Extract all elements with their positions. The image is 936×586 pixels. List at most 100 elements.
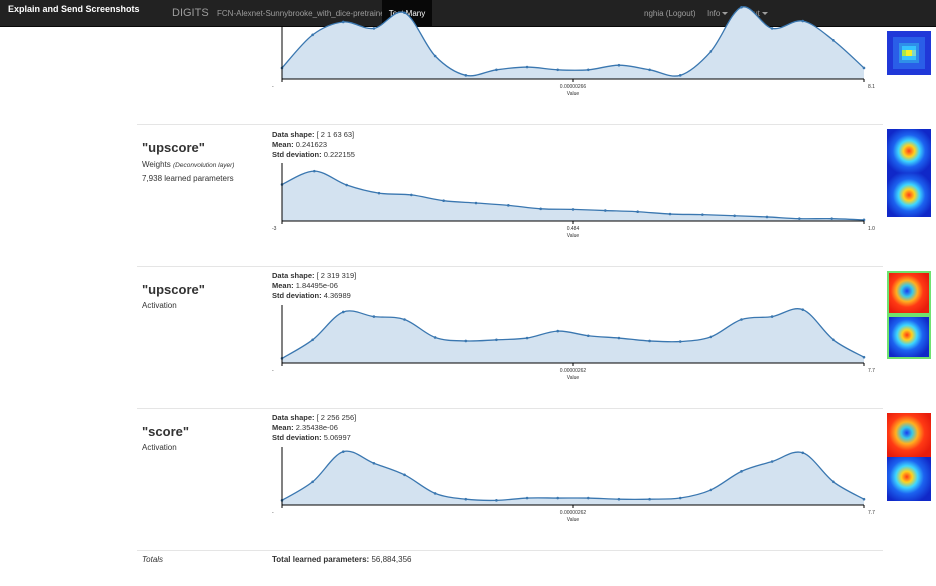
layer-histogram: - 0.00000262 7.7 Value (272, 447, 875, 523)
histogram-point (770, 460, 774, 463)
x-tick-label-min: -3 (272, 226, 277, 232)
histogram-point (733, 214, 736, 218)
std-label: Std deviation: (272, 150, 322, 159)
digits-brand-link[interactable]: DIGITS (172, 7, 209, 19)
x-axis-label: Value (567, 91, 580, 97)
filter-thumbnail (887, 129, 931, 173)
x-tick-label-min: - (272, 368, 274, 374)
activation-thumbnail (887, 271, 931, 315)
layer-name: "upscore" (142, 282, 205, 297)
histogram-line (281, 450, 865, 502)
histogram-point (433, 336, 437, 339)
layer-type: Activation (142, 443, 177, 452)
std-value: 5.06997 (323, 433, 351, 442)
histogram-point (372, 27, 376, 30)
histogram-point (604, 209, 607, 212)
histogram-area (282, 171, 864, 221)
std-label: Std deviation: (272, 433, 322, 442)
x-tick-label-mid: 0.00000266 (560, 84, 587, 90)
mean-value: 0.241623 (295, 140, 328, 149)
histogram-point (464, 339, 468, 343)
x-tick-label-max: 7.7 (868, 510, 875, 516)
histogram-point (311, 338, 314, 342)
histogram-point (862, 66, 866, 70)
histogram-point (648, 339, 651, 343)
x-tick-label-min: - (272, 84, 274, 90)
x-tick-label-mid: 0.00000262 (560, 510, 587, 516)
histogram-point (678, 340, 682, 343)
histogram-point (770, 315, 774, 318)
histogram-point (587, 496, 590, 500)
layer-stats: Data shape: [ 2 319 319] Mean: 1.84495e-… (272, 271, 356, 301)
histogram-point (765, 215, 769, 219)
histogram-point (740, 470, 743, 473)
histogram-point (709, 50, 713, 53)
histogram-point (410, 193, 413, 197)
layer-type-detail: (Deconvolution layer) (173, 162, 235, 169)
info-menu[interactable]: Info (707, 0, 729, 27)
layer-type-label: Weights (142, 160, 171, 169)
user-logout-link[interactable]: nghia (Logout) (644, 9, 696, 18)
layer-histogram: -3 0.484 1.0 Value (272, 163, 875, 239)
histogram-point (372, 461, 376, 465)
shape-value: [ 2 319 319] (316, 271, 357, 280)
histogram-point (740, 5, 743, 9)
totals-value: Total learned parameters: 56,884,356 (272, 555, 412, 564)
std-value: 0.222155 (323, 150, 355, 159)
filter-thumbnail (887, 173, 931, 217)
shape-label: Data shape: (272, 130, 315, 139)
histogram-point (832, 480, 835, 484)
x-axis-label: Value (567, 375, 580, 381)
histogram-line (281, 6, 865, 77)
histogram-point (341, 450, 345, 453)
histogram-point (830, 217, 833, 220)
histogram-point (740, 318, 743, 321)
histogram-point (525, 496, 529, 500)
histogram-point (377, 191, 381, 195)
histogram-point (313, 169, 316, 173)
mean-value: 2.35438e-06 (295, 423, 338, 432)
histogram-point (678, 496, 682, 500)
histogram-point (862, 355, 866, 359)
mean-label: Mean: (272, 281, 294, 290)
explain-screenshots-button[interactable]: Explain and Send Screenshots (8, 4, 140, 14)
histogram-point (862, 218, 866, 222)
x-tick-label-mid: 0.484 (567, 226, 580, 232)
histogram-point (798, 217, 801, 220)
layer-stats: Data shape: [ 2 1 63 63] Mean: 0.241623 … (272, 130, 355, 160)
row-divider (137, 408, 883, 409)
row-divider (137, 124, 883, 125)
histogram-point (556, 496, 559, 500)
histogram-point (801, 451, 805, 455)
row-divider (137, 550, 883, 551)
histogram-point (617, 63, 621, 67)
x-axis-label: Value (567, 517, 580, 523)
x-axis-label: Value (567, 233, 580, 239)
mean-label: Mean: (272, 140, 294, 149)
x-tick-label-mid: 0.00000262 (560, 368, 587, 374)
histogram-point (495, 338, 498, 342)
histogram-point (617, 497, 621, 501)
histogram-point (862, 497, 866, 501)
histogram-point (587, 334, 590, 338)
histogram-point (832, 39, 835, 42)
histogram-point (372, 315, 376, 318)
activation-thumbnail (887, 315, 931, 359)
histogram-point (495, 68, 498, 72)
shape-label: Data shape: (272, 413, 315, 422)
layer-stats: Data shape: [ 2 256 256] Mean: 2.35438e-… (272, 413, 356, 443)
layer-name: "score" (142, 424, 190, 439)
histogram-point (636, 210, 639, 214)
histogram-point (311, 33, 314, 37)
mean-label: Mean: (272, 423, 294, 432)
job-name-link[interactable]: FCN-Alexnet-Sunnybrooke_with_dice-pretra… (217, 9, 390, 18)
x-tick-label-min: - (272, 510, 274, 516)
caret-down-icon (722, 12, 729, 16)
histogram-point (403, 473, 406, 477)
histogram-point (403, 11, 406, 15)
histogram-point (832, 338, 835, 342)
layer-histogram: - 0.00000266 8.1 Value (272, 5, 875, 97)
histogram-point (617, 336, 621, 340)
activation-thumbnail (887, 413, 931, 457)
histogram-point (474, 201, 478, 205)
